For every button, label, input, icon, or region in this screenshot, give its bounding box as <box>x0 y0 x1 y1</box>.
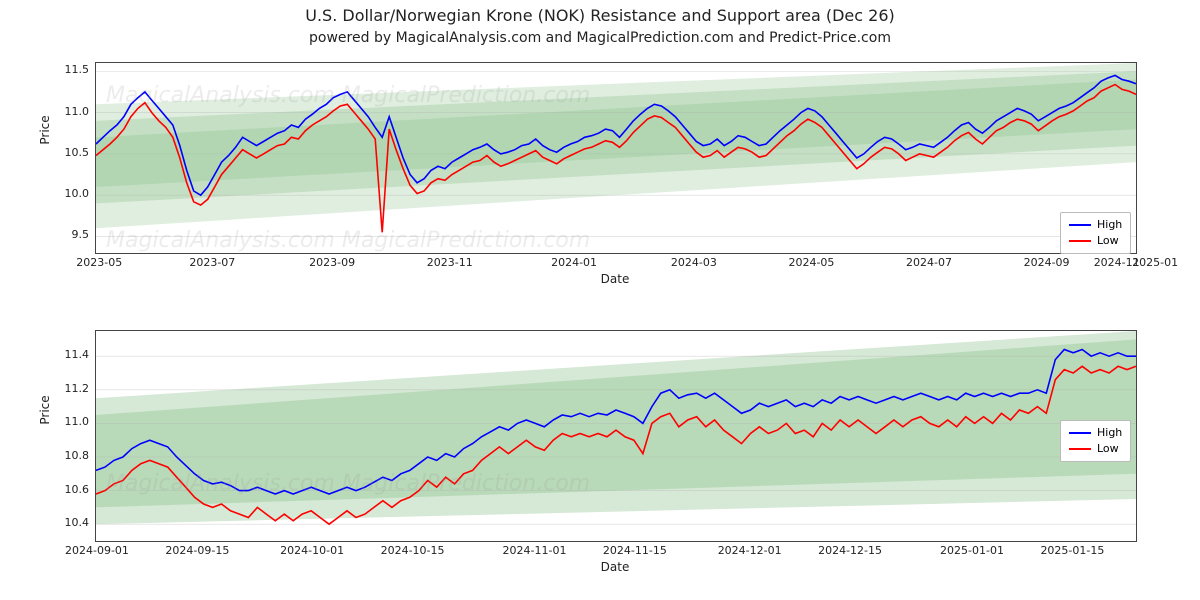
x-tick-label: 2023-11 <box>427 256 473 269</box>
x-tick-label: 2024-12-01 <box>718 544 782 557</box>
x-tick-label: 2025-01-15 <box>1040 544 1104 557</box>
x-tick-label: 2023-07 <box>189 256 235 269</box>
bottom-chart-svg <box>96 331 1136 541</box>
bottom-legend: High Low <box>1060 420 1131 462</box>
x-tick-label: 2024-09-15 <box>165 544 229 557</box>
y-tick-label: 11.0 <box>57 415 89 428</box>
y-tick-label: 9.5 <box>57 228 89 241</box>
x-tick-label: 2024-10-15 <box>381 544 445 557</box>
legend-swatch-low <box>1069 448 1091 450</box>
y-tick-label: 11.4 <box>57 348 89 361</box>
x-tick-label: 2024-11-15 <box>603 544 667 557</box>
x-tick-label: 2024-10-01 <box>280 544 344 557</box>
y-tick-label: 10.0 <box>57 187 89 200</box>
y-tick-label: 11.0 <box>57 105 89 118</box>
chart-title: U.S. Dollar/Norwegian Krone (NOK) Resist… <box>0 6 1200 25</box>
legend-label: Low <box>1097 441 1119 457</box>
y-tick-label: 10.8 <box>57 449 89 462</box>
y-tick-label: 10.5 <box>57 146 89 159</box>
legend-item-low: Low <box>1069 233 1122 249</box>
y-tick-label: 11.2 <box>57 382 89 395</box>
x-tick-label: 2024-03 <box>671 256 717 269</box>
bottom-chart-panel: MagicalAnalysis.com MagicalPrediction.co… <box>95 330 1137 542</box>
top-chart-svg <box>96 63 1136 253</box>
legend-label: High <box>1097 425 1122 441</box>
x-tick-label: 2024-07 <box>906 256 952 269</box>
y-tick-label: 10.6 <box>57 483 89 496</box>
x-tick-label: 2024-09 <box>1024 256 1070 269</box>
top-y-label: Price <box>38 30 52 230</box>
y-tick-label: 10.4 <box>57 516 89 529</box>
legend-swatch-low <box>1069 240 1091 242</box>
x-tick-label: 2023-09 <box>309 256 355 269</box>
x-tick-label: 2024-01 <box>551 256 597 269</box>
top-x-label: Date <box>95 272 1135 286</box>
legend-label: High <box>1097 217 1122 233</box>
x-tick-label: 2024-11-01 <box>503 544 567 557</box>
bottom-y-label: Price <box>38 310 52 510</box>
y-tick-label: 11.5 <box>57 63 89 76</box>
x-tick-label: 2024-12-15 <box>818 544 882 557</box>
x-tick-label: 2025-01-01 <box>940 544 1004 557</box>
x-tick-label: 2025-01 <box>1132 256 1178 269</box>
x-tick-label: 2023-05 <box>76 256 122 269</box>
x-tick-label: 2024-05 <box>788 256 834 269</box>
figure: U.S. Dollar/Norwegian Krone (NOK) Resist… <box>0 0 1200 600</box>
top-chart-panel: MagicalAnalysis.com MagicalPrediction.co… <box>95 62 1137 254</box>
legend-item-high: High <box>1069 217 1122 233</box>
legend-swatch-high <box>1069 432 1091 434</box>
chart-subtitle: powered by MagicalAnalysis.com and Magic… <box>0 30 1200 46</box>
legend-label: Low <box>1097 233 1119 249</box>
x-tick-label: 2024-09-01 <box>65 544 129 557</box>
legend-item-high: High <box>1069 425 1122 441</box>
legend-item-low: Low <box>1069 441 1122 457</box>
legend-swatch-high <box>1069 224 1091 226</box>
bottom-x-label: Date <box>95 560 1135 574</box>
top-legend: High Low <box>1060 212 1131 254</box>
